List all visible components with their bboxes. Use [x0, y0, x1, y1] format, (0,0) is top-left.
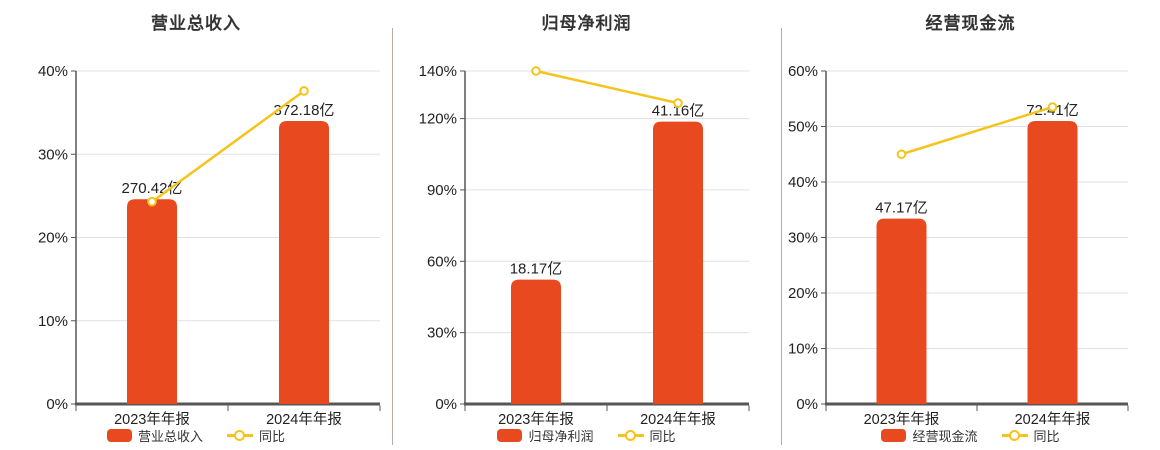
x-category-label: 2023年年报: [864, 411, 940, 428]
chart-title: 归母净利润: [541, 14, 632, 33]
line-series-label: 同比: [1033, 428, 1060, 444]
trend-point: [147, 196, 157, 207]
x-category-label: 2023年年报: [498, 411, 574, 428]
x-category-label: 2024年年报: [266, 411, 342, 428]
y-tick-label: 0%: [796, 396, 818, 413]
trend-line: [535, 69, 679, 105]
x-category-label: 2024年年报: [1015, 411, 1091, 428]
chart-panel-revenue: 0% 10% 20% 30% 40% 270.42亿 372.18亿 2023年年报 2024年…: [0, 0, 392, 450]
trend-point: [673, 98, 683, 108]
bar-series-swatch: [881, 428, 907, 442]
x-category-label: 2023年年报: [114, 411, 190, 428]
bar: [1027, 120, 1078, 404]
y-tick-label: 30%: [427, 325, 457, 342]
chart-panel-cash-flow: 0%10%20%30%40%50%60%47.17亿72.41亿2023年年报2…: [781, 0, 1160, 450]
line-series-marker-icon: [1001, 429, 1028, 442]
y-tick-label: 50%: [788, 119, 818, 136]
bar: [127, 199, 177, 404]
y-tick-label: 0%: [435, 396, 457, 413]
line-series-marker-icon: [227, 429, 253, 442]
trend-line: [151, 89, 305, 203]
trend-point: [531, 66, 541, 76]
chart-canvas: 0%10%20%30%40%50%60%47.17亿72.41亿2023年年报2…: [788, 63, 1129, 428]
bar-series-label: 归母净利润: [528, 428, 594, 444]
chart-canvas: 0% 10% 20% 30% 40% 270.42亿 372.18亿 2023年年报 2024年…: [38, 63, 381, 428]
chart-canvas: 0% 30% 60% 90% 120% 140% 18.17亿 41.16亿 2023年年报 20…: [419, 63, 750, 428]
y-tick-label: 10%: [38, 313, 68, 330]
legend-item-bar[interactable]: 归母净利润: [497, 426, 594, 445]
y-tick-label: 140%: [419, 63, 457, 80]
chart-legend: 归母净利润 同比: [392, 426, 781, 444]
trend-line: [901, 105, 1053, 156]
trend-point: [1047, 102, 1058, 112]
bar: [511, 279, 561, 404]
y-tick-label: 0%: [46, 396, 68, 413]
bar: [876, 218, 927, 404]
bar-value-label: 41.16亿: [652, 103, 705, 120]
chart-legend: 营业总收入 同比: [0, 426, 392, 444]
line-series-label: 同比: [649, 428, 676, 444]
y-tick-label: 20%: [38, 230, 68, 247]
bar-value-label: 18.17亿: [510, 261, 563, 278]
legend-item-line[interactable]: 同比: [227, 426, 285, 445]
chart-legend: 经营现金流 同比: [781, 426, 1160, 444]
y-tick-label: 60%: [427, 253, 457, 270]
y-tick-label: 20%: [788, 285, 818, 302]
line-series-label: 同比: [259, 428, 286, 444]
y-tick-label: 40%: [38, 63, 68, 80]
bar-series-label: 经营现金流: [912, 428, 978, 444]
bar-value-label: 270.42亿: [122, 180, 183, 197]
bar: [653, 121, 703, 404]
legend-item-bar[interactable]: 营业总收入: [106, 426, 203, 445]
panel-divider: [781, 28, 782, 445]
chart-title: 营业总收入: [151, 14, 241, 33]
bar-series-label: 营业总收入: [137, 428, 203, 444]
legend-item-line[interactable]: 同比: [617, 426, 676, 445]
y-tick-label: 60%: [788, 63, 818, 80]
trend-point: [299, 86, 309, 96]
line-series-marker-icon: [617, 429, 644, 442]
legend-item-line[interactable]: 同比: [1001, 426, 1060, 445]
chart-panel-net-profit: 0% 30% 60% 90% 120% 140% 18.17亿 41.16亿 2023年年报 20…: [392, 0, 781, 450]
y-tick-label: 90%: [427, 182, 457, 199]
legend-item-bar[interactable]: 经营现金流: [881, 426, 978, 445]
y-tick-label: 10%: [788, 341, 818, 358]
x-category-label: 2024年年报: [640, 411, 716, 428]
y-tick-label: 30%: [788, 230, 818, 247]
y-tick-label: 40%: [788, 174, 818, 191]
y-tick-label: 120%: [419, 111, 457, 128]
trend-point: [896, 149, 907, 160]
panel-divider: [392, 28, 393, 445]
chart-title: 经营现金流: [925, 14, 1016, 33]
y-tick-label: 30%: [38, 146, 68, 163]
bar-series-swatch: [106, 428, 132, 442]
bar-series-swatch: [497, 428, 523, 442]
bar: [279, 120, 329, 404]
bar-value-label: 372.18亿: [274, 102, 335, 119]
bar-value-label: 47.17亿: [875, 200, 928, 217]
